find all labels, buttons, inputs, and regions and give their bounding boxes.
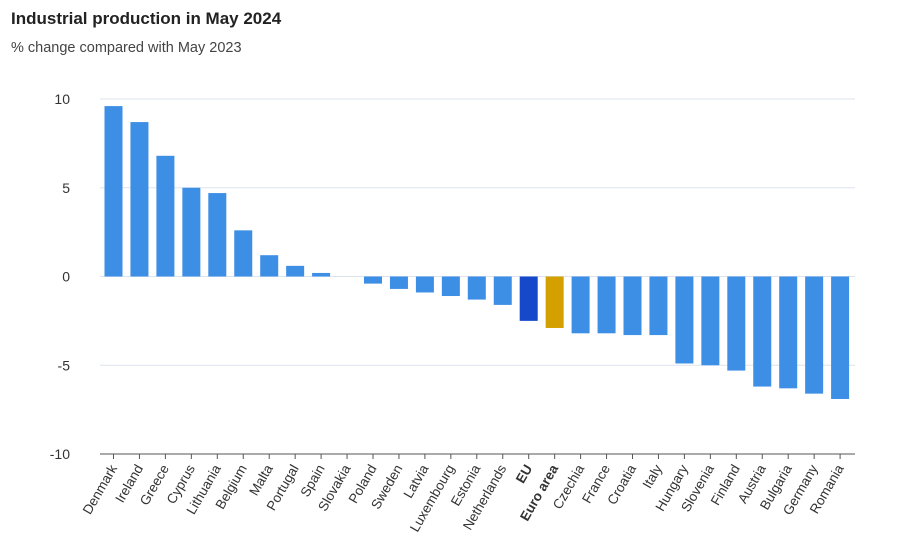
y-tick-label: -5 <box>58 357 71 373</box>
chart-subtitle: % change compared with May 2023 <box>11 40 242 56</box>
bar-slovenia <box>701 276 720 366</box>
bar-eu <box>519 276 538 321</box>
bar-malta <box>260 255 279 277</box>
bar-romania <box>831 276 850 399</box>
bar-austria <box>753 276 772 387</box>
bar-czechia <box>571 276 590 334</box>
bar-bulgaria <box>779 276 798 389</box>
y-tick-label: 5 <box>62 180 70 196</box>
bar-croatia <box>623 276 642 336</box>
bars <box>104 106 850 399</box>
bar-cyprus <box>182 187 201 277</box>
y-tick-label: -10 <box>50 446 70 462</box>
bar-denmark <box>104 106 123 277</box>
bar-spain <box>312 272 331 277</box>
bar-luxembourg <box>441 276 460 297</box>
bar-sweden <box>389 276 408 289</box>
bar-greece <box>156 155 175 277</box>
bar-hungary <box>675 276 694 364</box>
bar-poland <box>364 276 382 284</box>
bar-latvia <box>415 276 434 293</box>
bar-finland <box>727 276 746 371</box>
y-axis-ticks: 10 5 0 -5 -10 <box>50 91 70 462</box>
bar-portugal <box>286 265 305 277</box>
bar-germany <box>805 276 824 394</box>
bar-france <box>597 276 616 334</box>
bar-belgium <box>234 230 253 277</box>
bar-netherlands <box>493 276 512 305</box>
x-tick-label: EU <box>513 462 535 486</box>
x-axis-ticks: DenmarkIrelandGreeceCyprusLithuaniaBelgi… <box>80 454 847 535</box>
y-tick-label: 10 <box>54 91 70 107</box>
bar-ireland <box>130 122 149 277</box>
x-tick-label: Denmark <box>80 462 120 517</box>
y-tick-label: 0 <box>62 269 70 285</box>
x-tick-label: Italy <box>640 462 665 491</box>
bar-italy <box>649 276 668 336</box>
chart-title: Industrial production in May 2024 <box>11 9 282 28</box>
bar-estonia <box>467 276 486 300</box>
bar-euro-area <box>545 276 564 328</box>
bar-lithuania <box>208 193 227 277</box>
